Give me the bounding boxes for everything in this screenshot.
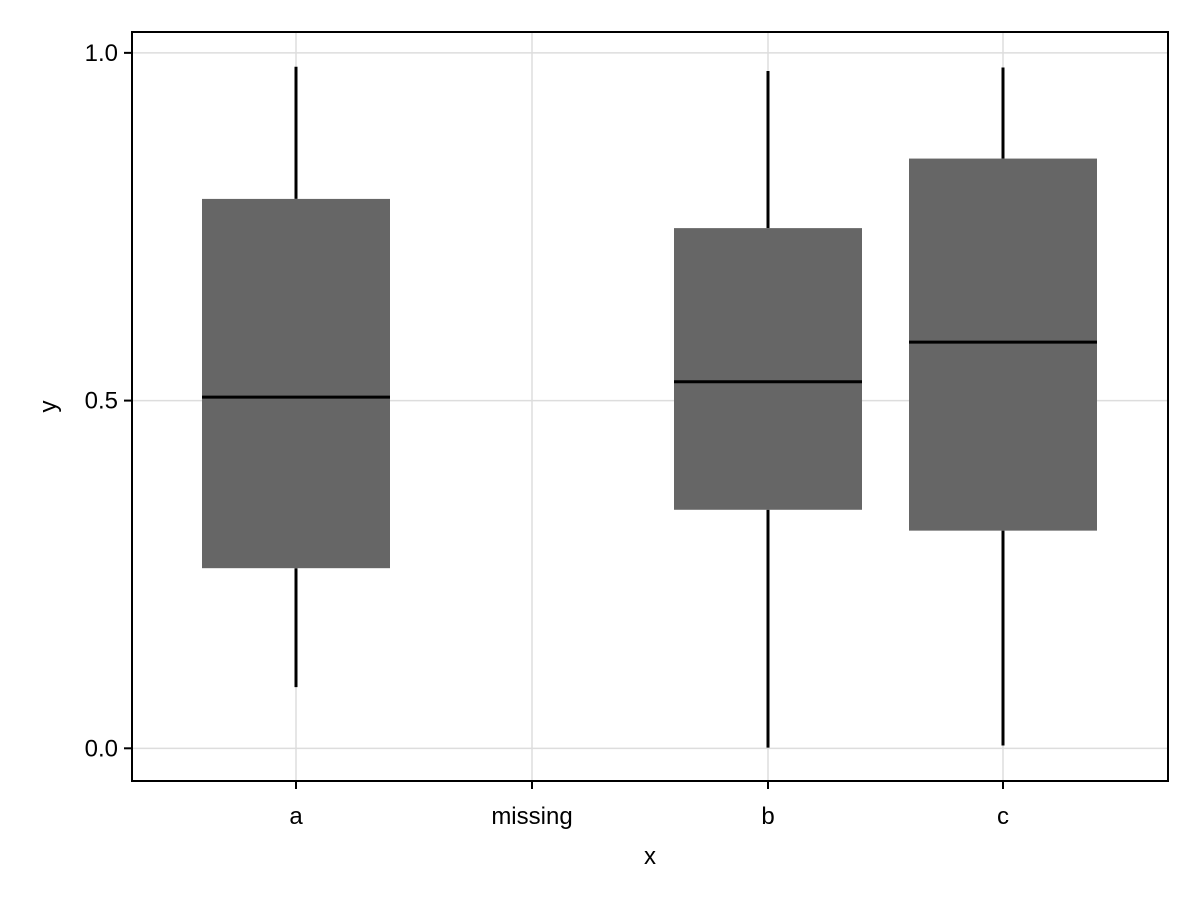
axis-ticks: [124, 51, 1004, 789]
box-b: [674, 70, 862, 748]
x-tick-label: missing: [491, 803, 572, 830]
x-axis-label: x: [644, 843, 656, 870]
interquartile-box: [909, 158, 1097, 531]
x-tick-label: c: [997, 803, 1009, 830]
x-tick-label: b: [761, 803, 774, 830]
tick-labels: a missing b c 0.0 0.5 1.0: [85, 40, 1009, 830]
interquartile-box: [674, 228, 862, 510]
box-c: [909, 67, 1097, 746]
y-tick-label: 1.0: [85, 40, 118, 67]
box-series: [202, 66, 1097, 748]
y-tick-label: 0.5: [85, 388, 118, 415]
box-a: [202, 66, 390, 688]
interquartile-box: [202, 198, 390, 569]
plot-frame: [131, 31, 1169, 782]
y-axis-label: y: [35, 401, 62, 413]
x-tick-label: a: [289, 803, 303, 830]
y-tick-label: 0.0: [85, 735, 118, 762]
